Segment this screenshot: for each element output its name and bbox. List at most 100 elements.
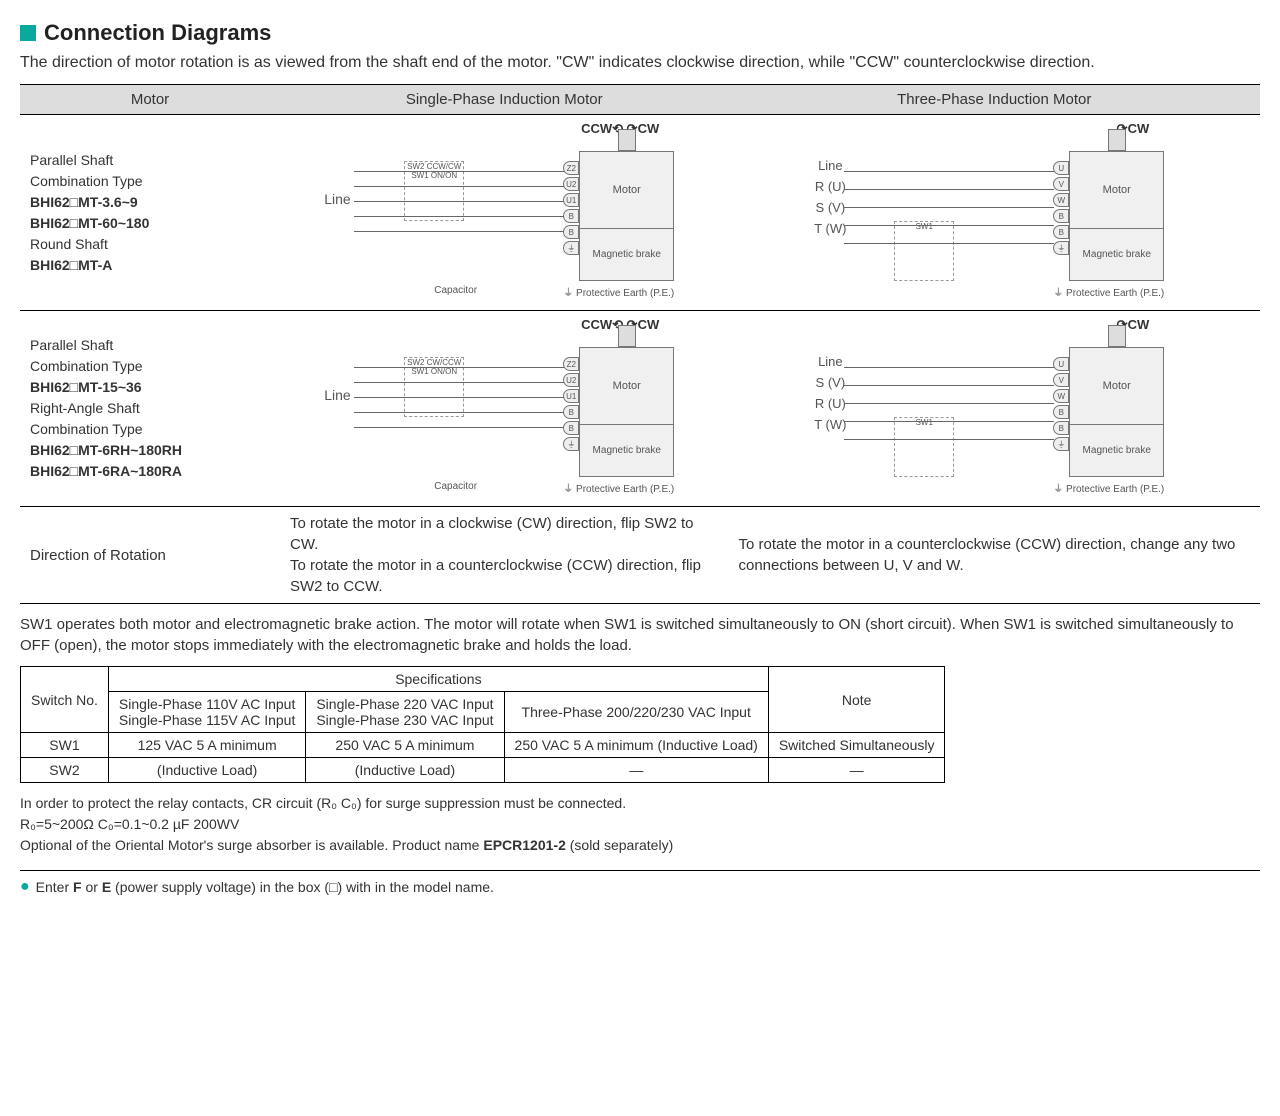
terminal: Z2 [563, 161, 579, 175]
model: BHI62□MT-3.6~9 [30, 194, 138, 210]
label: Parallel Shaft [30, 152, 113, 168]
terminals: Z2 U2 U1 B B ⏚ [563, 161, 579, 255]
note-cell: — [768, 758, 945, 783]
model: BHI62□MT-15~36 [30, 379, 142, 395]
motor-body: Motor Magnetic brake [579, 151, 674, 281]
pe-label: ⏚ Protective Earth (P.E.) [563, 480, 674, 495]
capacitor-label: Capacitor [434, 481, 477, 492]
terminal: U1 [563, 389, 579, 403]
header-motor: Motor [20, 85, 280, 115]
label: Right-Angle Shaft [30, 400, 140, 416]
terminal: ⏚ [1053, 241, 1069, 255]
spec-table: Switch No. Specifications Note Single-Ph… [20, 666, 945, 783]
single-phase-diagram-1: CCW⟲ ⟳CW Motor Magnetic brake Z2 U2 U1 B… [280, 115, 728, 311]
terminals: U V W B B ⏚ [1053, 161, 1069, 255]
line-label: Line [324, 191, 350, 207]
capacitor-label: Capacitor [434, 285, 477, 296]
direction-label: Direction of Rotation [20, 507, 280, 604]
diagram-row-1: Parallel Shaft Combination Type BHI62□MT… [20, 115, 1260, 311]
motor-label: Motor [1070, 152, 1163, 229]
spec-cell: (Inductive Load) [108, 758, 305, 783]
wires [354, 171, 564, 271]
cr-note: In order to protect the relay contacts, … [20, 793, 1260, 856]
three-phase-diagram-1: ⟳CW Motor Magnetic brake U V W B B ⏚ Lin… [728, 115, 1260, 311]
cr-line-2: R₀=5~200Ω C₀=0.1~0.2 µF 200WV [20, 814, 1260, 835]
terminal: B [563, 225, 579, 239]
header-row: Motor Single-Phase Induction Motor Three… [20, 85, 1260, 115]
direction-row: Direction of Rotation To rotate the moto… [20, 507, 1260, 604]
spec-row-sw1: SW1 125 VAC 5 A minimum 250 VAC 5 A mini… [21, 733, 945, 758]
sw1-note: SW1 operates both motor and electromagne… [20, 614, 1260, 656]
spec-cell: 125 VAC 5 A minimum [108, 733, 305, 758]
motor-body: Motor Magnetic brake [579, 347, 674, 477]
terminal: W [1053, 389, 1069, 403]
pe-label: ⏚ Protective Earth (P.E.) [563, 284, 674, 299]
model: BHI62□MT-6RA~180RA [30, 463, 182, 479]
spec-cell: 250 VAC 5 A minimum [306, 733, 504, 758]
diagram: ⟳CW Motor Magnetic brake U V W B B ⏚ Lin… [804, 121, 1184, 301]
cr-line-1: In order to protect the relay contacts, … [20, 793, 1260, 814]
wires [844, 367, 1054, 467]
model: BHI62□MT-60~180 [30, 215, 149, 231]
label: Combination Type [30, 421, 143, 437]
spec-header-row-1: Switch No. Specifications Note [21, 667, 945, 692]
bullet-note: ● Enter F or E (power supply voltage) in… [20, 870, 1260, 895]
spec-cell: 250 VAC 5 A minimum (Inductive Load) [504, 733, 768, 758]
terminal: B [563, 209, 579, 223]
shaft-icon [618, 325, 636, 347]
terminal: ⏚ [563, 437, 579, 451]
motor-label: Motor [580, 348, 673, 425]
terminal: V [1053, 177, 1069, 191]
motor-body: Motor Magnetic brake [1069, 151, 1164, 281]
spec-cell: — [504, 758, 768, 783]
terminal: ⏚ [563, 241, 579, 255]
cr-line-3: Optional of the Oriental Motor's surge a… [20, 835, 1260, 856]
line-label: Line R (U) S (V) T (W) [814, 156, 846, 239]
terminal: U2 [563, 373, 579, 387]
spec-header: Specifications [108, 667, 768, 692]
model: BHI62□MT-6RH~180RH [30, 442, 182, 458]
brake-label: Magnetic brake [580, 229, 673, 280]
model: BHI62□MT-A [30, 257, 112, 273]
motor-label: Motor [580, 152, 673, 229]
shaft-icon [618, 129, 636, 151]
line-label: Line S (V) R (U) T (W) [814, 352, 846, 435]
terminals: U V W B B ⏚ [1053, 357, 1069, 451]
bullet-icon: ● [20, 879, 30, 895]
bullet-text: Enter F or E (power supply voltage) in t… [36, 879, 494, 895]
motor-desc-2: Parallel Shaft Combination Type BHI62□MT… [20, 311, 280, 507]
diagram-row-2: Parallel Shaft Combination Type BHI62□MT… [20, 311, 1260, 507]
label: Combination Type [30, 173, 143, 189]
terminal: W [1053, 193, 1069, 207]
motor-body: Motor Magnetic brake [1069, 347, 1164, 477]
motor-label: Motor [1070, 348, 1163, 425]
terminal: B [1053, 421, 1069, 435]
wires [354, 367, 564, 467]
shaft-icon [1108, 129, 1126, 151]
single-phase-diagram-2: CCW⟲ ⟳CW Motor Magnetic brake Z2 U2 U1 B… [280, 311, 728, 507]
brake-label: Magnetic brake [1070, 425, 1163, 476]
label: Parallel Shaft [30, 337, 113, 353]
terminal: U1 [563, 193, 579, 207]
spec-cell: (Inductive Load) [306, 758, 504, 783]
wires [844, 171, 1054, 271]
intro-text: The direction of motor rotation is as vi… [20, 52, 1260, 74]
label: Combination Type [30, 358, 143, 374]
terminal: U [1053, 357, 1069, 371]
terminal: U2 [563, 177, 579, 191]
header-single-phase: Single-Phase Induction Motor [280, 85, 728, 115]
direction-three: To rotate the motor in a counterclockwis… [728, 507, 1260, 604]
spec-row-sw2: SW2 (Inductive Load) (Inductive Load) — … [21, 758, 945, 783]
three-phase-diagram-2: ⟳CW Motor Magnetic brake U V W B B ⏚ Lin… [728, 311, 1260, 507]
shaft-icon [1108, 325, 1126, 347]
terminal: B [1053, 225, 1069, 239]
pe-label: ⏚ Protective Earth (P.E.) [1053, 480, 1164, 495]
diagram: ⟳CW Motor Magnetic brake U V W B B ⏚ Lin… [804, 317, 1184, 497]
brake-label: Magnetic brake [1070, 229, 1163, 280]
note-header: Note [768, 667, 945, 733]
terminal: Z2 [563, 357, 579, 371]
direction-single: To rotate the motor in a clockwise (CW) … [280, 507, 728, 604]
spec-col-1: Single-Phase 110V AC Input Single-Phase … [108, 692, 305, 733]
terminal: U [1053, 161, 1069, 175]
note-cell: Switched Simultaneously [768, 733, 945, 758]
